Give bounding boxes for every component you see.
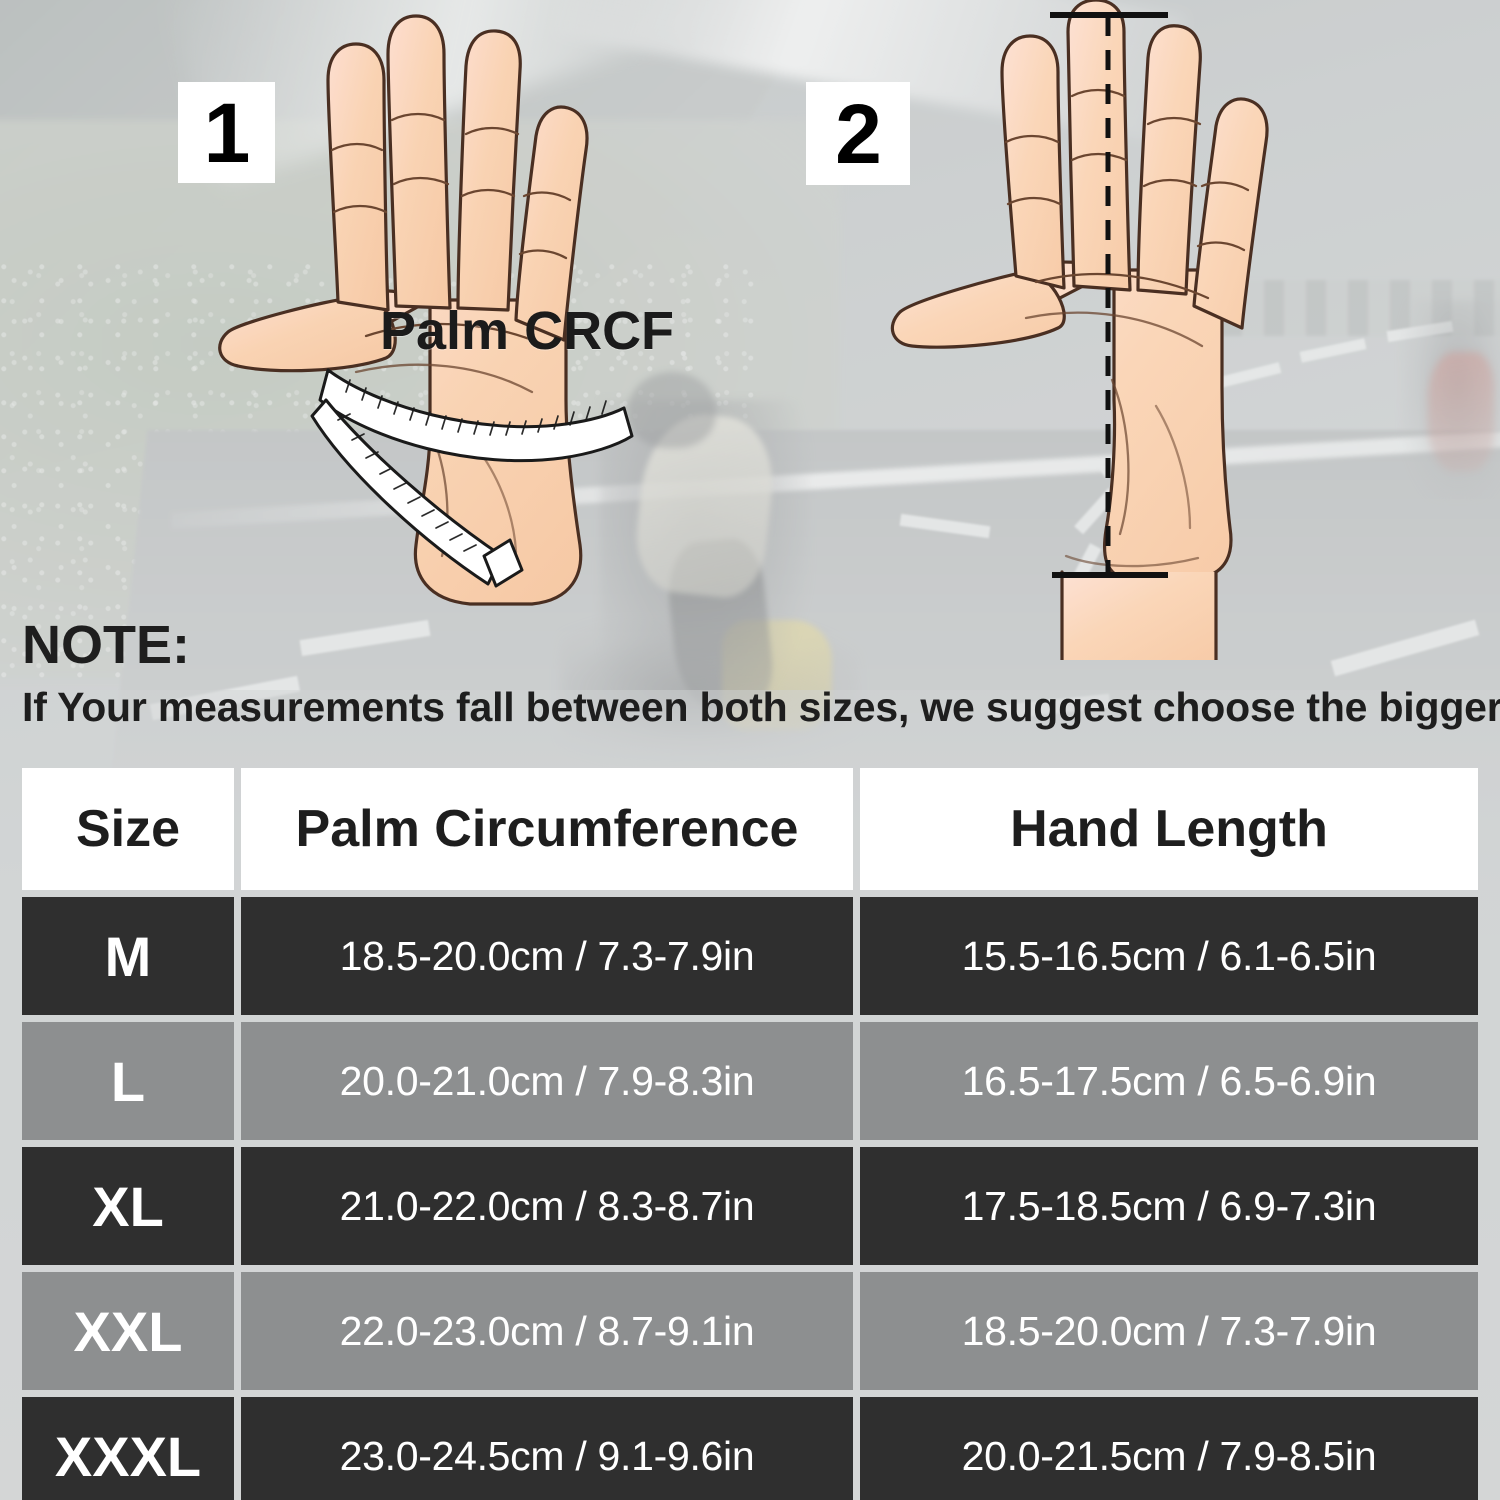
cell-size: XXXL — [22, 1397, 234, 1500]
note-text: If Your measurements fall between both s… — [22, 684, 1500, 730]
size-table: Size Palm Circumference Hand Length M 18… — [22, 768, 1478, 1500]
measuring-tape-ticks — [337, 379, 607, 552]
hand-outline — [890, 0, 1269, 660]
cell-size: XL — [22, 1147, 234, 1265]
background-second-motorcycle — [1428, 352, 1494, 472]
hand-crease-lines — [1004, 88, 1250, 568]
cell-hand-length: 16.5-17.5cm / 6.5-6.9in — [860, 1022, 1478, 1140]
table-row: XXL 22.0-23.0cm / 8.7-9.1in 18.5-20.0cm … — [22, 1272, 1478, 1390]
cell-hand-length: 17.5-18.5cm / 6.9-7.3in — [860, 1147, 1478, 1265]
cell-palm-circumference: 20.0-21.0cm / 7.9-8.3in — [241, 1022, 853, 1140]
cell-hand-length: 18.5-20.0cm / 7.3-7.9in — [860, 1272, 1478, 1390]
step-badge-1: 1 — [178, 82, 275, 183]
table-row: XXXL 23.0-24.5cm / 9.1-9.6in 20.0-21.5cm… — [22, 1397, 1478, 1500]
step-badge-2: 2 — [806, 82, 910, 185]
cell-hand-length: 15.5-16.5cm / 6.1-6.5in — [860, 897, 1478, 1015]
cell-palm-circumference: 18.5-20.0cm / 7.3-7.9in — [241, 897, 853, 1015]
hand-outline — [218, 14, 589, 606]
header-size: Size — [22, 768, 234, 890]
cell-hand-length: 20.0-21.5cm / 7.9-8.5in — [860, 1397, 1478, 1500]
cell-size: L — [22, 1022, 234, 1140]
note-title: NOTE: — [22, 615, 190, 675]
cell-size: M — [22, 897, 234, 1015]
cell-palm-circumference: 21.0-22.0cm / 8.3-8.7in — [241, 1147, 853, 1265]
header-hand-length: Hand Length — [860, 768, 1478, 890]
cell-palm-circumference: 22.0-23.0cm / 8.7-9.1in — [241, 1272, 853, 1390]
table-row: M 18.5-20.0cm / 7.3-7.9in 15.5-16.5cm / … — [22, 897, 1478, 1015]
background-rider-helmet — [628, 372, 716, 448]
cell-size: XXL — [22, 1272, 234, 1390]
header-palm-circumference: Palm Circumference — [241, 768, 853, 890]
palm-circumference-illustration — [218, 14, 634, 606]
hand-length-illustration — [890, 0, 1269, 660]
table-row: XL 21.0-22.0cm / 8.3-8.7in 17.5-18.5cm /… — [22, 1147, 1478, 1265]
table-row: L 20.0-21.0cm / 7.9-8.3in 16.5-17.5cm / … — [22, 1022, 1478, 1140]
palm-circumference-label: Palm CRCF — [380, 301, 675, 361]
hand-length-measure — [1050, 12, 1168, 578]
cell-palm-circumference: 23.0-24.5cm / 9.1-9.6in — [241, 1397, 853, 1500]
note-block: NOTE: If Your measurements fall between … — [22, 615, 1500, 730]
table-header-row: Size Palm Circumference Hand Length — [22, 768, 1478, 890]
